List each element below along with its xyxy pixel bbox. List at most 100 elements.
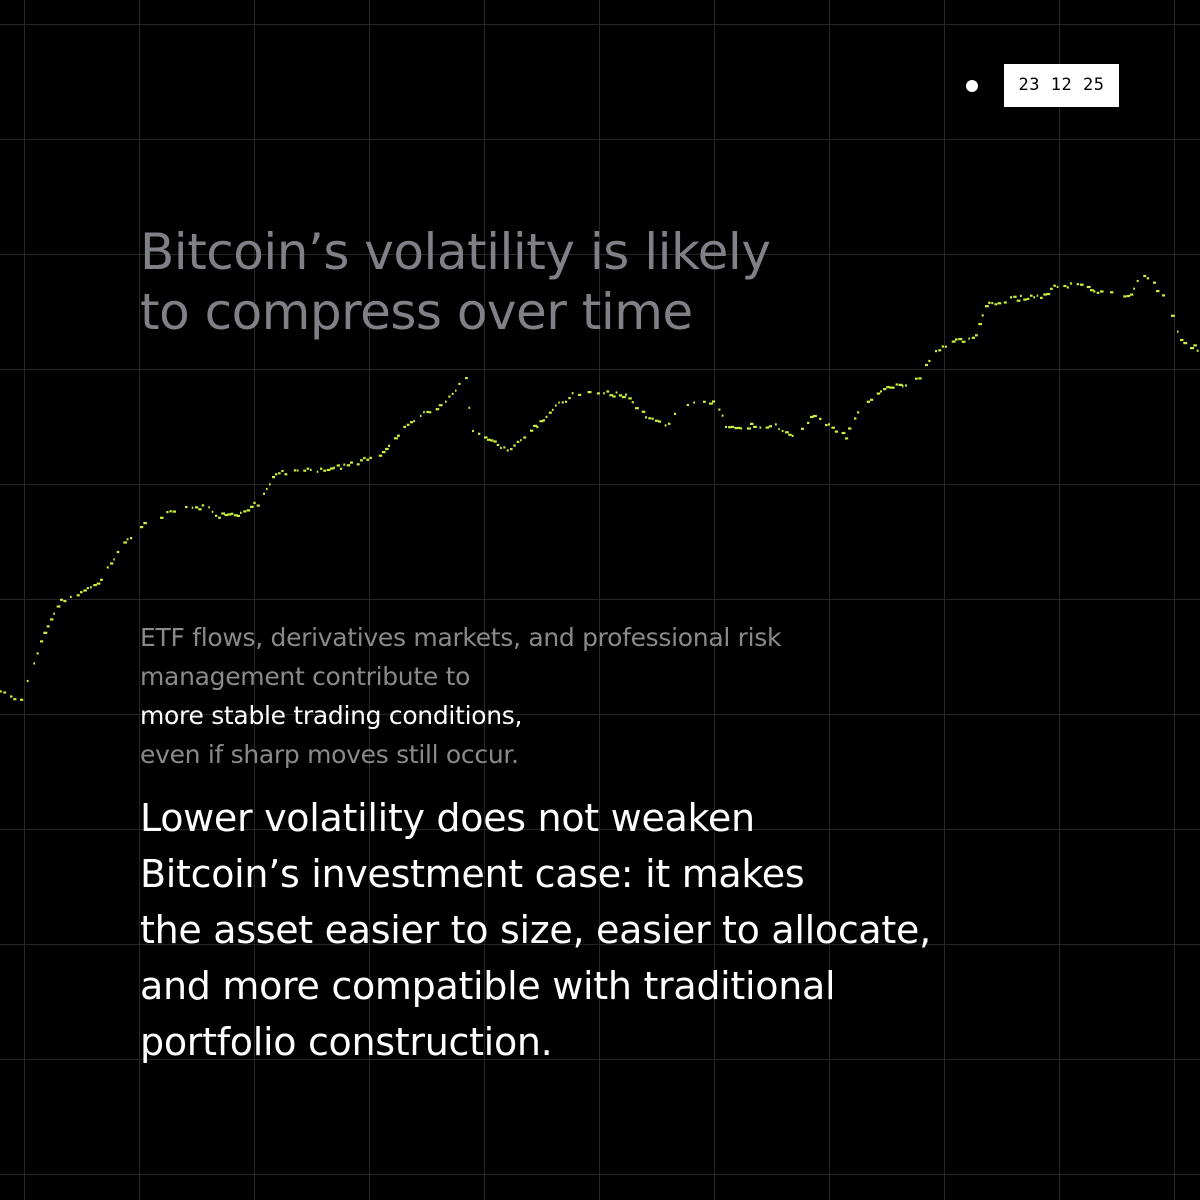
trend-dash [1003, 301, 1007, 304]
trend-dash [596, 392, 600, 395]
trend-dash [43, 631, 48, 634]
trend-dash [513, 444, 516, 447]
trend-dash [388, 444, 391, 447]
trend-dash [1076, 283, 1080, 286]
trend-dash [810, 415, 814, 418]
trend-dash [988, 301, 991, 304]
trend-dash [316, 470, 319, 473]
trend-dash [1043, 293, 1048, 296]
trend-dash [658, 420, 662, 423]
trend-dash [1090, 289, 1094, 292]
trend-dash [778, 428, 780, 431]
trend-dash [1033, 296, 1036, 299]
trend-dash [925, 363, 928, 367]
trend-dash [1171, 314, 1175, 317]
trend-dash [1162, 294, 1165, 297]
trend-dash [825, 424, 828, 427]
trend-dash [1086, 285, 1091, 289]
trend-dash [1153, 281, 1156, 284]
trend-dash [935, 350, 938, 353]
trend-dash [807, 421, 810, 424]
trend-dash [426, 410, 430, 414]
trend-dash [126, 538, 129, 541]
trend-dash [551, 408, 554, 411]
trend-dash [740, 427, 743, 430]
trend-dash [654, 419, 659, 422]
trend-dash [801, 427, 804, 430]
trend-dash [306, 467, 310, 470]
context-highlight: more stable trading conditions, [140, 701, 523, 730]
trend-dash [269, 483, 271, 486]
trend-dash [123, 541, 127, 544]
trend-dash [250, 505, 254, 508]
trend-dash [330, 467, 334, 470]
trend-dash [403, 425, 406, 428]
trend-dash [1070, 282, 1073, 285]
trend-dash [70, 595, 72, 598]
trend-dash [451, 392, 454, 395]
main-statement: Lower volatility does not weaken Bitcoin… [140, 790, 1100, 1070]
trend-dash [648, 417, 652, 420]
trend-dash [378, 454, 383, 457]
trend-dash [275, 473, 278, 476]
trend-dash [734, 427, 738, 430]
trend-dash [363, 456, 366, 460]
trend-dash [854, 417, 857, 420]
trend-dash [130, 537, 133, 540]
trend-dash [516, 440, 520, 443]
trend-dash [429, 411, 432, 414]
trend-dash [1130, 293, 1134, 296]
trend-dash [406, 423, 410, 426]
trend-dash [385, 447, 389, 451]
trend-dash [674, 412, 677, 415]
headline-line-1: Bitcoin’s volatility is likely [140, 223, 771, 281]
trend-dash [243, 510, 247, 513]
trend-dash [1036, 294, 1039, 297]
trend-dash [93, 584, 97, 587]
trend-dash [915, 377, 918, 380]
trend-dash [233, 514, 238, 517]
trend-dash [191, 506, 194, 509]
trend-dash [1016, 299, 1021, 302]
statement-line-1: Lower volatility does not weaken [140, 796, 755, 840]
trend-dash [841, 431, 846, 435]
trend-dash [53, 612, 55, 615]
trend-dash [230, 512, 234, 515]
trend-dash [397, 434, 400, 437]
trend-dash [612, 395, 616, 398]
trend-dash [478, 432, 481, 435]
trend-dash [487, 438, 491, 441]
trend-dash [981, 314, 984, 317]
trend-dash [765, 426, 770, 429]
trend-dash [718, 408, 721, 411]
trend-dash [143, 522, 147, 525]
trend-dash [565, 400, 568, 403]
trend-dash [253, 501, 256, 504]
trend-dash [40, 640, 44, 643]
trend-dash [941, 345, 945, 348]
trend-dash [880, 390, 882, 393]
context-line-3: even if sharp moves still occur. [140, 740, 519, 769]
trend-dash [651, 417, 654, 420]
trend-dash [1110, 291, 1114, 294]
trend-dash [587, 391, 592, 394]
trend-dash [215, 514, 218, 517]
trend-dash [185, 505, 188, 509]
trend-dash [1143, 274, 1147, 278]
trend-dash [1023, 298, 1027, 301]
trend-dash [458, 382, 461, 385]
trend-dash [686, 403, 689, 407]
trend-dash [484, 436, 488, 439]
trend-dash [1183, 342, 1188, 345]
trend-dash [278, 472, 281, 475]
trend-dash [523, 436, 527, 439]
trend-dash [886, 386, 890, 389]
statement-line-4: and more compatible with traditional [140, 964, 836, 1008]
trend-dash [333, 466, 335, 469]
trend-dash [310, 468, 312, 471]
trend-dash [985, 305, 989, 308]
trend-dash [369, 456, 372, 459]
trend-dash [1026, 297, 1030, 300]
trend-dash [50, 618, 54, 621]
trend-dash [263, 492, 265, 495]
